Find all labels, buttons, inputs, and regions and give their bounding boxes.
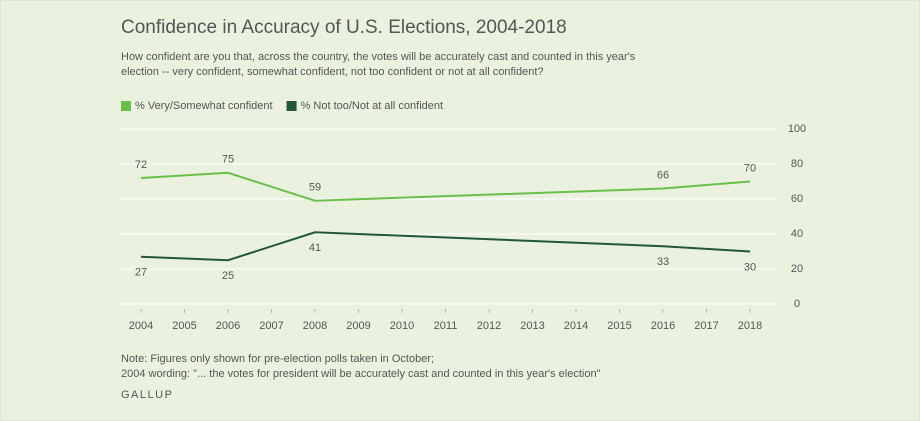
- series-line: [140, 171, 751, 202]
- x-tick-label: 2008: [303, 320, 327, 332]
- data-label: 66: [657, 169, 669, 181]
- y-tick-label: 80: [791, 158, 803, 170]
- data-label: 59: [309, 182, 321, 194]
- subtitle: How confident are you that, across the c…: [121, 51, 636, 63]
- data-label: 70: [744, 162, 756, 174]
- data-label: 41: [309, 242, 321, 254]
- y-tick-label: 20: [791, 263, 803, 275]
- data-label: 72: [135, 159, 147, 171]
- x-tick-label: 2016: [651, 320, 675, 332]
- x-tick-label: 2004: [129, 320, 153, 332]
- x-tick-label: 2014: [564, 320, 588, 332]
- legend-swatch: [286, 101, 297, 111]
- data-label: 75: [222, 154, 234, 166]
- x-tick-label: 2012: [477, 320, 501, 332]
- note: Note: Figures only shown for pre-electio…: [121, 353, 434, 365]
- x-tick-label: 2011: [434, 320, 458, 332]
- legend-label: % Very/Somewhat confident: [135, 100, 273, 112]
- data-label: 30: [744, 261, 756, 273]
- data-label: 25: [222, 270, 234, 282]
- y-tick-label: 60: [791, 193, 803, 205]
- data-label: 33: [657, 256, 669, 268]
- x-tick-label: 2015: [607, 320, 631, 332]
- x-tick-label: 2007: [259, 320, 283, 332]
- data-label: 27: [135, 267, 147, 279]
- x-tick-label: 2013: [520, 320, 544, 332]
- x-tick-label: 2010: [390, 320, 414, 332]
- note: 2004 wording: "... the votes for preside…: [121, 368, 601, 380]
- y-tick-label: 40: [791, 228, 803, 240]
- y-tick-label: 100: [788, 123, 806, 135]
- x-tick-label: 2009: [346, 320, 370, 332]
- subtitle: election -- very confident, somewhat con…: [121, 66, 544, 78]
- x-tick-label: 2017: [694, 320, 718, 332]
- x-tick-label: 2006: [216, 320, 240, 332]
- x-tick-label: 2018: [738, 320, 762, 332]
- y-tick-label: 0: [794, 298, 800, 310]
- series-line: [140, 231, 751, 262]
- legend-label: % Not too/Not at all confident: [301, 100, 443, 112]
- source: GALLUP: [121, 389, 173, 401]
- x-tick-label: 2005: [172, 320, 196, 332]
- chart-title: Confidence in Accuracy of U.S. Elections…: [121, 17, 567, 38]
- legend-swatch: [121, 101, 131, 111]
